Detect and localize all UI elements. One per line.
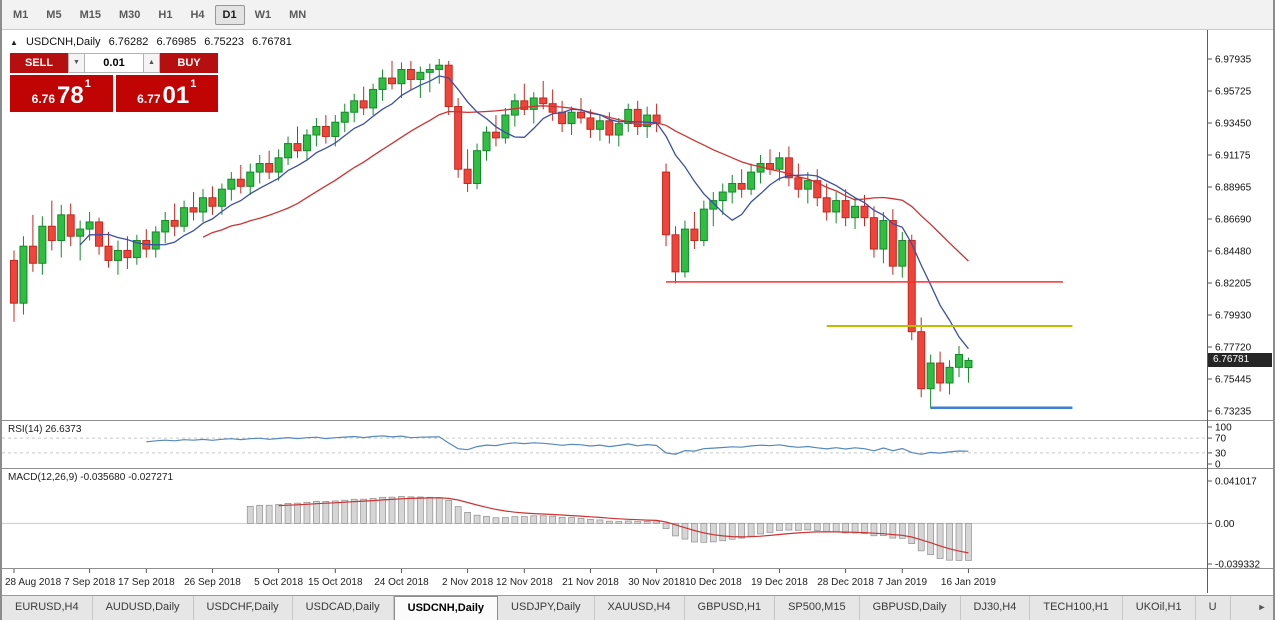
chart-ohlc-header: ▲ USDCNH,Daily 6.76282 6.76985 6.75223 6… [10, 36, 297, 48]
timeframe-button-m5[interactable]: M5 [46, 8, 62, 21]
ohlc-high: 6.76985 [156, 36, 197, 48]
ohlc-close: 6.76781 [252, 36, 292, 48]
ask-price-pipette: 1 [190, 78, 197, 90]
pane-separator-macd-dates [2, 568, 1273, 569]
timeframe-button-mn[interactable]: MN [289, 8, 307, 21]
bid-price-pips: 78 [57, 82, 84, 109]
chart-symbol-label: USDCNH,Daily [25, 36, 101, 48]
macd-indicator-label: MACD(12,26,9) -0.035680 -0.027271 [8, 472, 174, 483]
chart-tab-usdcad-daily[interactable]: USDCAD,Daily [293, 596, 394, 620]
chart-tab-u[interactable]: U [1196, 596, 1231, 620]
chart-tab-usdchf-daily[interactable]: USDCHF,Daily [194, 596, 293, 620]
ohlc-low: 6.75223 [204, 36, 245, 48]
chart-tab-bar: EURUSD,H4 AUDUSD,Daily USDCHF,Daily USDCAD,… [2, 595, 1273, 620]
bid-price-pipette: 1 [84, 78, 91, 90]
sell-button[interactable]: SELL [10, 53, 68, 73]
ask-price-pips: 01 [162, 82, 190, 109]
chart-tab-tech100-h1[interactable]: TECH100,H1 [1030, 596, 1123, 620]
timeframe-button-h4[interactable]: H4 [190, 8, 205, 21]
rsi-indicator-label: RSI(14) 26.6373 [8, 424, 82, 435]
bid-quote-box[interactable]: 6.76 78 1 [10, 75, 113, 112]
chart-plot-area[interactable] [2, 30, 1273, 595]
ask-price-major: 6.77 [137, 92, 161, 106]
chart-tab-usdjpy-daily[interactable]: USDJPY,Daily [498, 596, 595, 620]
price-axis-border [1207, 30, 1208, 593]
chart-tab-audusd-daily[interactable]: AUDUSD,Daily [93, 596, 194, 620]
quote-boxes-row: 6.76 78 1 6.77 01 1 [10, 75, 218, 112]
timeframe-button-h1[interactable]: H1 [158, 8, 173, 21]
tabs-scroll-right-button[interactable]: ► [1252, 598, 1272, 617]
timeframe-button-m30[interactable]: M30 [118, 8, 141, 21]
current-price-badge: 6.76781 [1208, 353, 1272, 368]
volume-decrease-button[interactable]: ▼ [68, 53, 85, 73]
timeframe-button-d1[interactable]: D1 [214, 4, 245, 25]
ohlc-open: 6.76282 [108, 36, 149, 48]
chart-tab-gbpusd-h1[interactable]: GBPUSD,H1 [685, 596, 776, 620]
chart-tab-xauusd-h4[interactable]: XAUUSD,H4 [595, 596, 685, 620]
timeframe-button-group: M1 M5 M15 M30 H1 H4 D1 W1 MN [4, 4, 315, 25]
volume-increase-button[interactable]: ▲ [143, 53, 160, 73]
bid-price-major: 6.76 [31, 92, 56, 106]
timeframe-button-m1[interactable]: M1 [13, 8, 29, 21]
chart-tab-usdcnh-daily[interactable]: USDCNH,Daily [393, 596, 499, 620]
chart-tab-ukoil-h1[interactable]: UKOil,H1 [1123, 596, 1196, 620]
timeframe-button-w1[interactable]: W1 [254, 8, 272, 21]
chart-tab-gbpusd-daily[interactable]: GBPUSD,Daily [860, 596, 961, 620]
chart-tab-eurusd-h4[interactable]: EURUSD,H4 [2, 596, 93, 620]
timeframe-toolbar: M1 M5 M15 M30 H1 H4 D1 W1 MN [2, 0, 1273, 30]
pane-separator-rsi-macd[interactable] [2, 468, 1273, 469]
pane-separator-main-rsi[interactable] [2, 420, 1273, 421]
chart-tabs: EURUSD,H4 AUDUSD,Daily USDCHF,Daily USDCAD,… [2, 596, 1231, 620]
volume-input[interactable] [85, 53, 143, 73]
one-click-trading-panel: SELL ▼ ▲ BUY 6.76 78 1 6.77 01 1 [10, 53, 218, 112]
chart-tab-dj30-h4[interactable]: DJ30,H4 [961, 596, 1031, 620]
trade-controls-row: SELL ▼ ▲ BUY [10, 53, 218, 73]
timeframe-button-m15[interactable]: M15 [79, 8, 101, 21]
buy-button[interactable]: BUY [160, 53, 218, 73]
panel-toggle-icon[interactable]: ▲ [10, 38, 18, 47]
ask-quote-box[interactable]: 6.77 01 1 [115, 75, 218, 112]
chart-tab-sp500-m15[interactable]: SP500,M15 [775, 596, 860, 620]
